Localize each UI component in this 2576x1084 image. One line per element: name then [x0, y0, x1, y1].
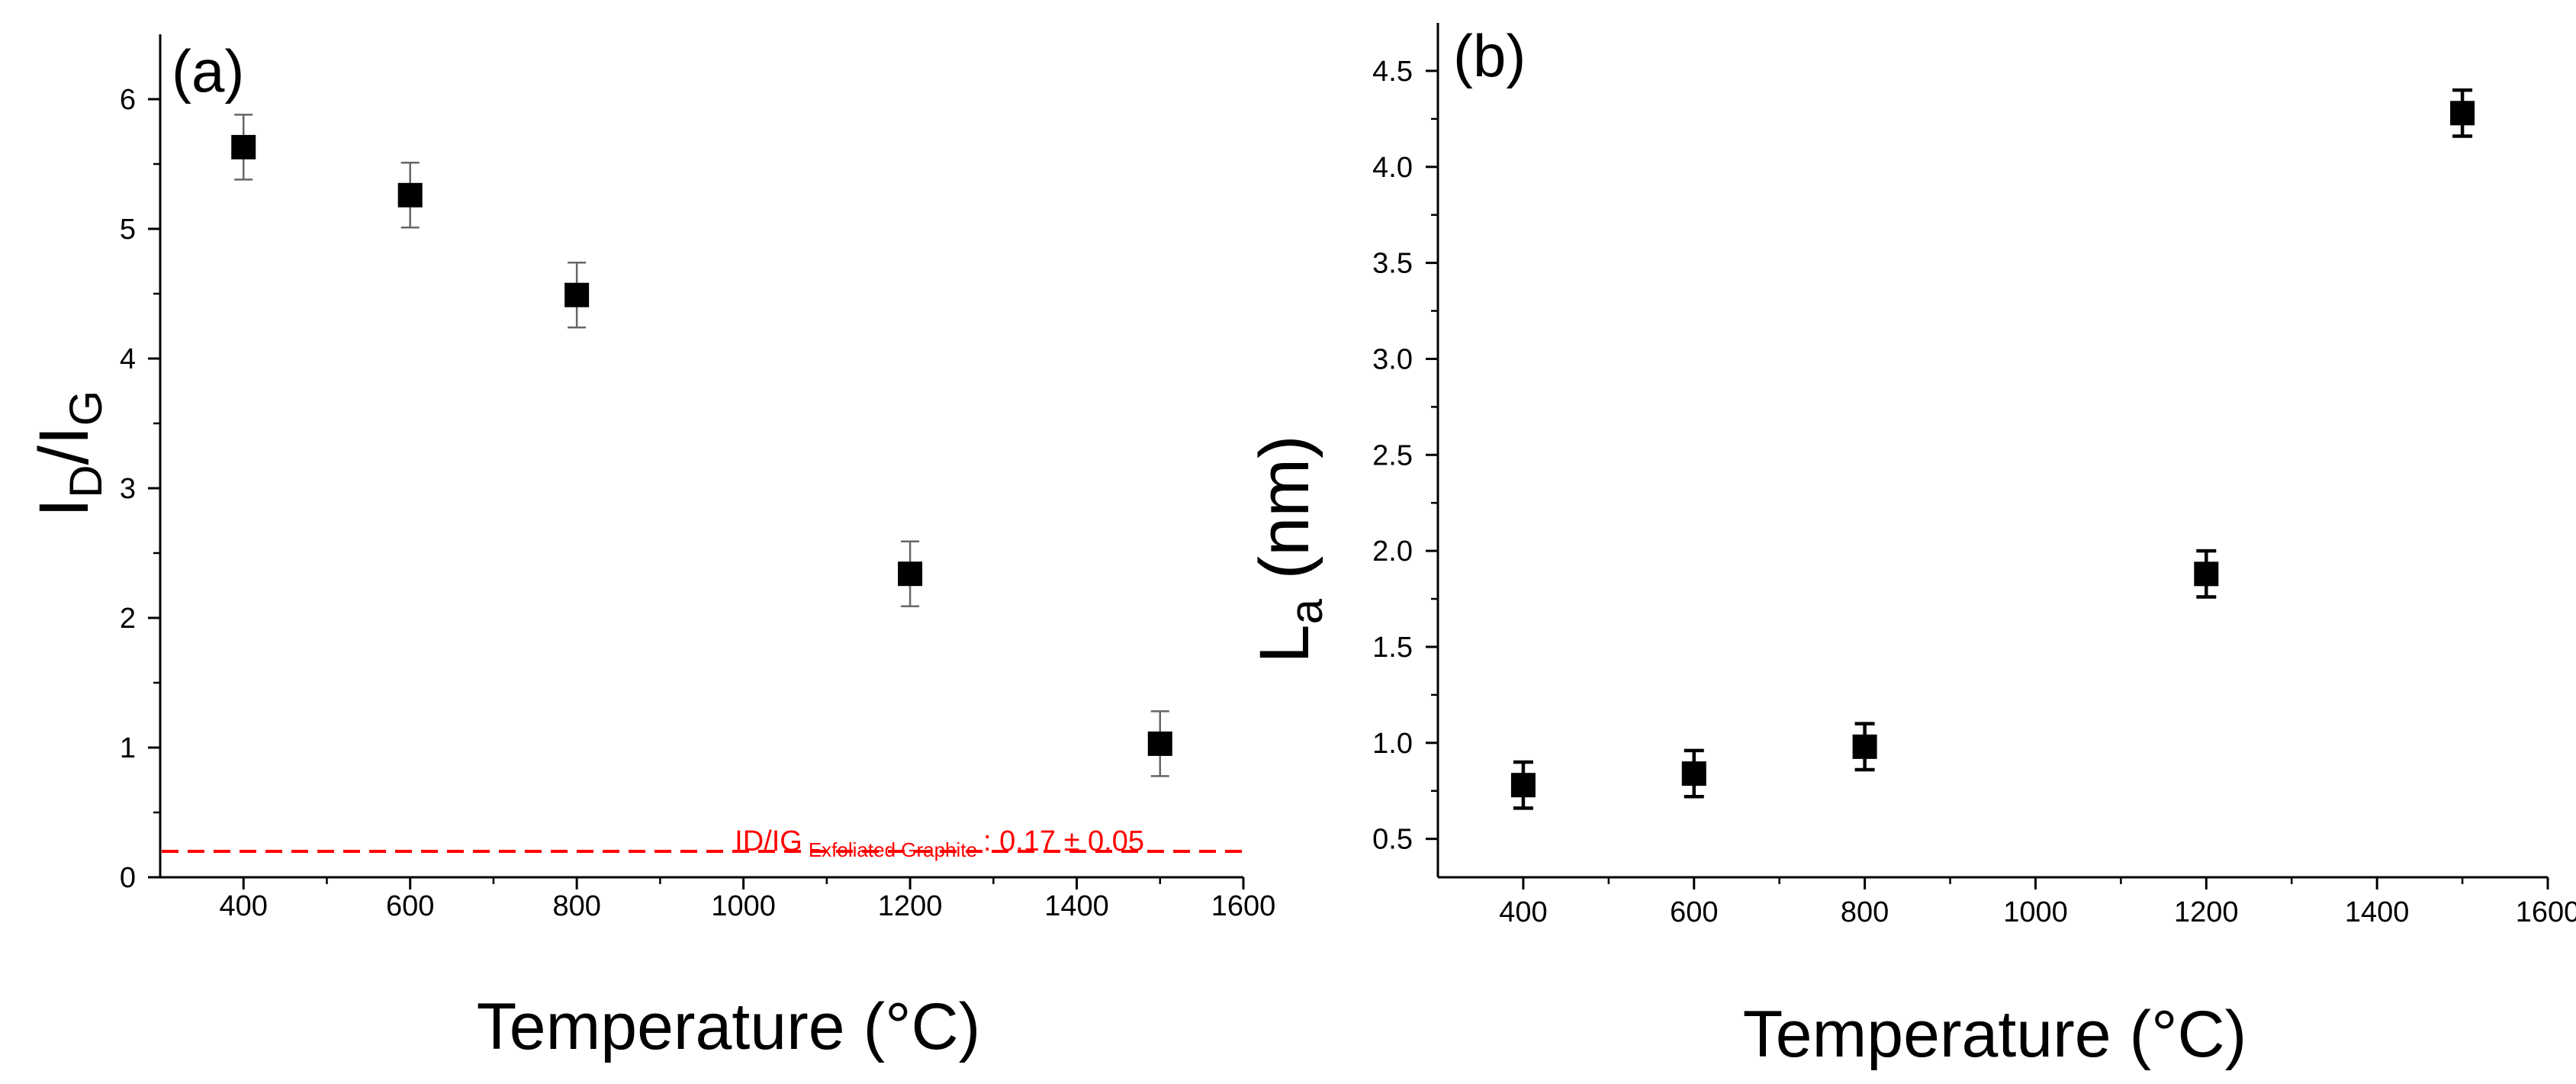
y-tick-label: 5 [120, 214, 136, 246]
panel-a-ticks: 400 600 800 1000 1200 1400 1600 0 1 2 3 4 5 6 [120, 84, 1275, 922]
y-tick-label: 3.0 [1372, 343, 1413, 375]
panel-a-points [231, 114, 1172, 777]
x-tick-label: 400 [220, 890, 268, 922]
y-tick-label: 4.0 [1372, 152, 1413, 184]
x-tick-label: 1200 [2174, 896, 2239, 928]
x-axis-title: Temperature (°C) [477, 990, 980, 1063]
x-tick-label: 1600 [2516, 896, 2576, 928]
x-tick-label: 1600 [1211, 890, 1276, 922]
y-tick-label: 2 [120, 603, 136, 635]
data-point-square [397, 182, 423, 207]
panel-label-b: (b) [1453, 22, 1526, 89]
panel-b-points [1510, 88, 2475, 810]
y-axis-title: La (nm) [1246, 435, 1332, 663]
y-tick-label: 1.5 [1372, 632, 1413, 664]
y-tick-label: 3.5 [1372, 248, 1413, 280]
x-tick-label: 400 [1499, 896, 1547, 928]
x-tick-label: 800 [552, 890, 600, 922]
y-tick-label: 2.0 [1372, 536, 1413, 568]
y-tick-label: 1 [120, 732, 136, 764]
x-axis-title: Temperature (°C) [1743, 998, 2246, 1071]
data-point-square [2450, 101, 2475, 126]
data-point-square [564, 282, 590, 307]
x-tick-label: 1400 [2345, 896, 2410, 928]
x-tick-label: 1200 [878, 890, 943, 922]
y-tick-label: 0 [120, 862, 136, 894]
data-point-square [1681, 761, 1706, 786]
x-tick-label: 1000 [711, 890, 776, 922]
y-tick-label: 6 [120, 84, 136, 116]
x-tick-label: 600 [386, 890, 434, 922]
y-axis-title: ID/IG [25, 391, 111, 518]
data-point-square [1852, 734, 1877, 759]
panel-b-ticks: 400 600 800 1000 1200 1400 1600 0.5 1.0 1.5 2.0 2.5… [1372, 56, 2576, 928]
x-tick-label: 1000 [2003, 896, 2068, 928]
panel-label-a: (a) [172, 37, 244, 105]
panel-a: 400 600 800 1000 1200 1400 1600 0 1 2 3 4 5 6 ID/IG Ex… [25, 34, 1275, 1063]
y-tick-label: 4.5 [1372, 56, 1413, 88]
reference-label: ID/IG Exfoliated Graphite: 0.17 ± 0.05 [735, 825, 1144, 861]
y-tick-label: 3 [120, 473, 136, 505]
data-point-square [1510, 773, 1536, 798]
y-tick-label: 0.5 [1372, 824, 1413, 856]
data-point-square [2194, 561, 2219, 587]
data-point-square [898, 561, 923, 587]
y-tick-label: 1.0 [1372, 728, 1413, 760]
y-tick-label: 4 [120, 343, 136, 375]
panel-b: 400 600 800 1000 1200 1400 1600 0.5 1.0 1.5 2.0 2.5… [1246, 22, 2576, 1071]
data-point-square [231, 134, 256, 159]
x-tick-label: 800 [1841, 896, 1889, 928]
data-point-square [1147, 731, 1172, 756]
y-tick-label: 2.5 [1372, 439, 1413, 471]
x-tick-label: 600 [1670, 896, 1718, 928]
x-tick-label: 1400 [1044, 890, 1109, 922]
